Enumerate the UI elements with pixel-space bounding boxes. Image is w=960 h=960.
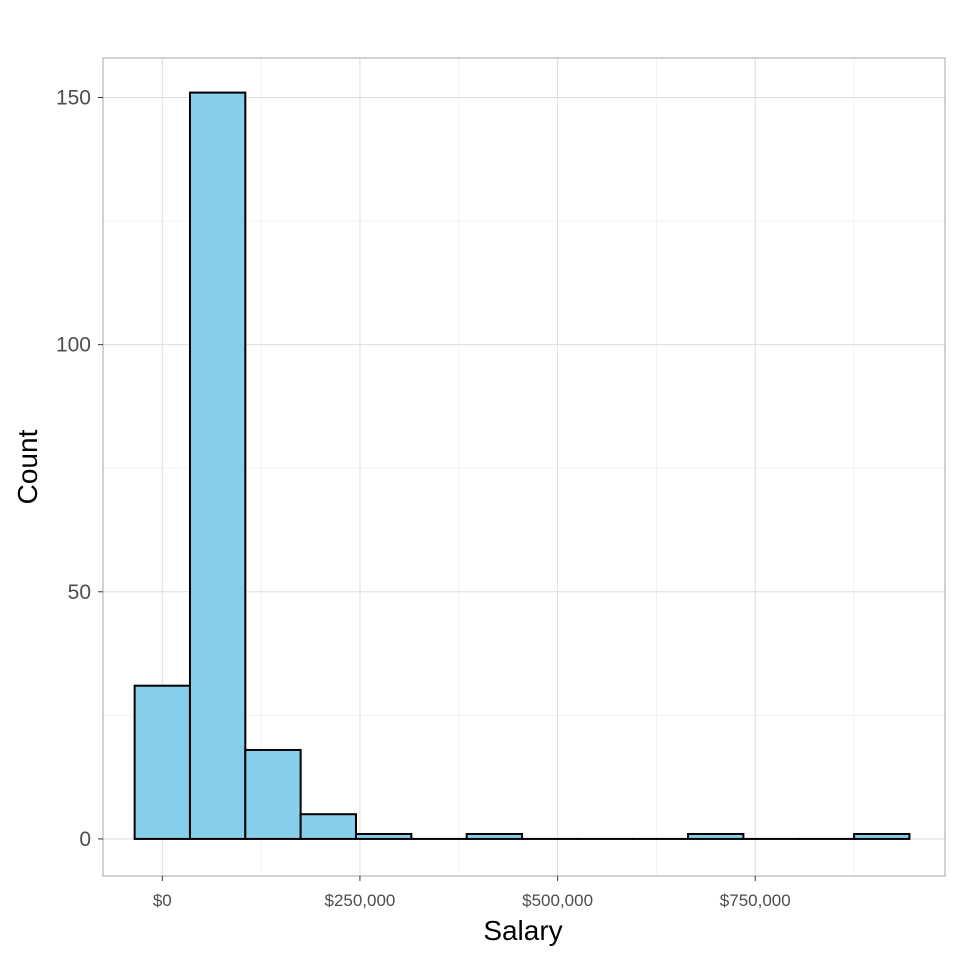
y-axis-title: Count bbox=[12, 429, 43, 504]
histogram-bar bbox=[853, 832, 911, 840]
x-tick-label: $250,000 bbox=[324, 891, 395, 910]
y-tick-label: 0 bbox=[79, 828, 91, 851]
histogram-bar bbox=[465, 832, 524, 840]
histogram-bar bbox=[244, 748, 302, 840]
y-tick-label: 150 bbox=[56, 87, 91, 110]
x-axis-title: Salary bbox=[483, 915, 562, 946]
histogram-bar bbox=[687, 832, 745, 840]
x-axis-ticks: $0 $250,000 $500,000 $750,000 bbox=[153, 876, 791, 910]
histogram-bar bbox=[354, 832, 413, 840]
x-tick-label: $0 bbox=[153, 891, 172, 910]
histogram-bar bbox=[133, 684, 191, 840]
y-axis-ticks: 0 50 100 150 bbox=[56, 87, 103, 851]
y-tick-label: 50 bbox=[68, 581, 91, 604]
histogram-bar bbox=[299, 813, 357, 840]
x-tick-label: $750,000 bbox=[720, 891, 791, 910]
y-tick-label: 100 bbox=[56, 334, 91, 357]
x-tick-label: $500,000 bbox=[522, 891, 593, 910]
histogram-bars bbox=[133, 91, 911, 840]
histogram-bar bbox=[188, 91, 247, 840]
panel-border bbox=[102, 57, 946, 877]
